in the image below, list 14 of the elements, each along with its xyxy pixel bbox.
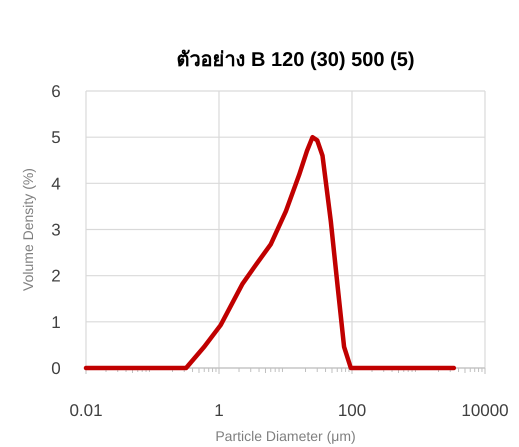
x-axis-title: Particle Diameter (μm) (215, 428, 356, 444)
x-tick-label: 1 (214, 401, 224, 420)
y-tick-label: 6 (51, 82, 61, 101)
y-tick-label: 5 (51, 128, 61, 148)
y-tick-label: 2 (51, 266, 61, 286)
y-tick-label: 1 (51, 312, 61, 332)
chart-title: ตัวอย่าง B 120 (30) 500 (5) (176, 49, 414, 71)
y-tick-label: 3 (51, 220, 61, 240)
x-tick-label: 100 (338, 401, 366, 420)
x-tick-label: 0.01 (69, 401, 103, 420)
x-tick-label: 10000 (461, 401, 509, 420)
y-tick-label: 0 (51, 359, 61, 378)
y-axis-title: Volume Density (%) (20, 168, 36, 291)
y-tick-label: 4 (51, 174, 61, 194)
